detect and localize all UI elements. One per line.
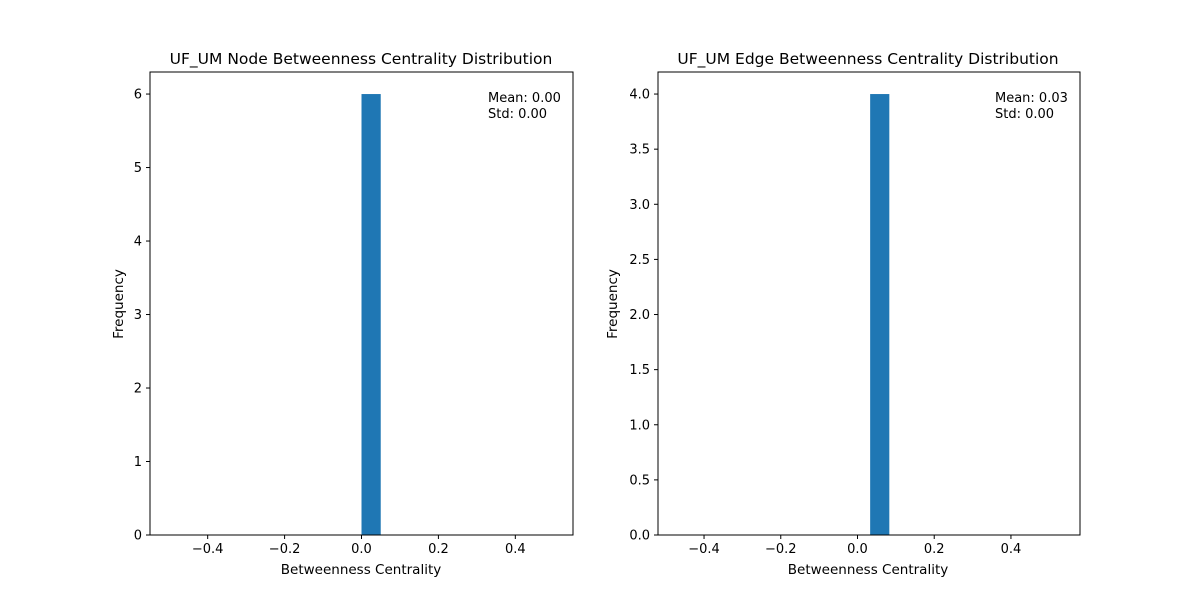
node-betweenness-chart: UF_UM Node Betweenness Centrality Distri… xyxy=(111,50,574,578)
y-axis-label: Frequency xyxy=(605,269,621,339)
y-ticks: 0 1 2 3 4 5 6 xyxy=(134,88,150,544)
x-tick-label: −0.2 xyxy=(269,542,301,557)
plot-frame xyxy=(657,71,1081,536)
chart-title: UF_UM Edge Betweenness Centrality Distri… xyxy=(677,50,1058,69)
y-tick-label: 1.0 xyxy=(629,418,650,433)
y-tick-label: 3 xyxy=(134,308,142,323)
x-tick-label: 0.2 xyxy=(428,542,449,557)
y-tick-label: 2.0 xyxy=(629,308,650,323)
y-axis-label: Frequency xyxy=(111,269,127,339)
x-tick-label: −0.2 xyxy=(765,542,797,557)
bars xyxy=(361,94,381,536)
x-tick-label: 0.0 xyxy=(351,542,372,557)
histogram-bar xyxy=(870,94,890,536)
y-tick-label: 0 xyxy=(134,529,142,544)
x-tick-label: 0.4 xyxy=(505,542,526,557)
x-ticks: −0.4 −0.2 0.0 0.2 0.4 xyxy=(192,535,526,557)
std-annotation: Std: 0.00 xyxy=(488,107,547,122)
x-tick-label: 0.0 xyxy=(847,542,868,557)
y-tick-label: 4 xyxy=(134,235,142,250)
y-tick-label: 5 xyxy=(134,161,142,176)
y-ticks: 0.0 0.5 1.0 1.5 2.0 2.5 3.0 3.5 4.0 xyxy=(629,88,658,544)
mean-annotation: Mean: 0.03 xyxy=(995,91,1068,106)
y-tick-label: 3.5 xyxy=(629,143,650,158)
x-axis-label: Betweenness Centrality xyxy=(281,562,441,578)
y-tick-label: 1 xyxy=(134,455,142,470)
y-tick-label: 0.5 xyxy=(629,473,650,488)
edge-betweenness-chart: UF_UM Edge Betweenness Centrality Distri… xyxy=(605,50,1081,578)
y-tick-label: 3.0 xyxy=(629,198,650,213)
plot-frame xyxy=(149,71,574,536)
bars xyxy=(870,94,890,536)
y-tick-label: 2 xyxy=(134,382,142,397)
y-tick-label: 1.5 xyxy=(629,363,650,378)
chart-title: UF_UM Node Betweenness Centrality Distri… xyxy=(170,50,553,69)
std-annotation: Std: 0.00 xyxy=(995,107,1054,122)
y-tick-label: 0.0 xyxy=(629,529,650,544)
x-tick-label: −0.4 xyxy=(688,542,720,557)
histogram-bar xyxy=(361,94,381,536)
x-ticks: −0.4 −0.2 0.0 0.2 0.4 xyxy=(688,535,1021,557)
y-tick-label: 4.0 xyxy=(629,88,650,103)
mean-annotation: Mean: 0.00 xyxy=(488,91,561,106)
y-tick-label: 2.5 xyxy=(629,253,650,268)
x-tick-label: 0.4 xyxy=(1001,542,1022,557)
x-axis-label: Betweenness Centrality xyxy=(788,562,948,578)
y-tick-label: 6 xyxy=(134,88,142,103)
x-tick-label: 0.2 xyxy=(924,542,945,557)
x-tick-label: −0.4 xyxy=(192,542,224,557)
